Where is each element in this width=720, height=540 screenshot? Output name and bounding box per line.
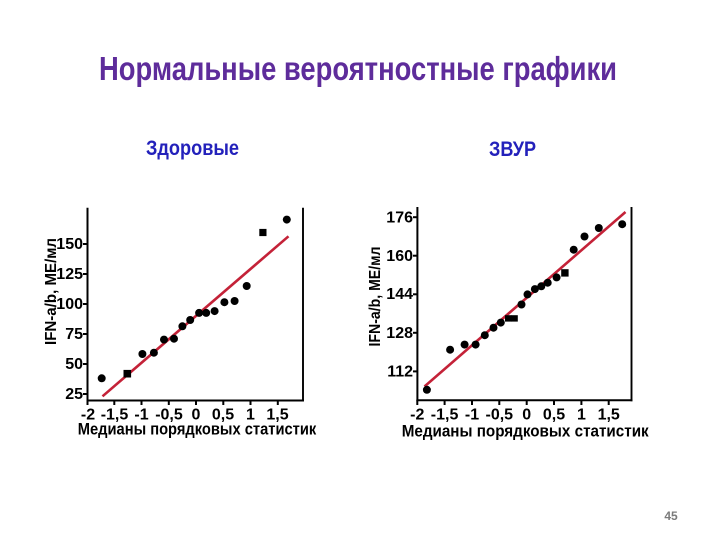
svg-text:Здоровые: Здоровые [146, 137, 239, 160]
svg-text:0: 0 [522, 407, 531, 424]
svg-text:176: 176 [386, 209, 413, 226]
svg-text:Медианы порядковых статистик: Медианы порядковых статистик [78, 421, 317, 439]
svg-text:128: 128 [386, 325, 413, 342]
svg-text:150: 150 [56, 236, 83, 253]
svg-text:-1,5: -1,5 [431, 407, 459, 424]
svg-text:0,5: 0,5 [543, 407, 565, 424]
svg-text:100: 100 [56, 296, 83, 313]
svg-text:125: 125 [56, 266, 83, 283]
svg-text:1,5: 1,5 [598, 407, 620, 424]
svg-text:45: 45 [664, 509, 678, 523]
svg-text:144: 144 [386, 286, 413, 303]
svg-text:0,5: 0,5 [212, 407, 234, 424]
svg-text:IFN-a/b, МЕ/мл: IFN-a/b, МЕ/мл [367, 247, 384, 347]
svg-text:-2: -2 [81, 407, 95, 424]
svg-text:0: 0 [192, 407, 201, 424]
svg-text:1: 1 [246, 407, 255, 424]
svg-text:-1: -1 [134, 407, 148, 424]
svg-text:160: 160 [386, 248, 413, 265]
svg-text:Медианы порядковых статистик: Медианы порядковых статистик [402, 422, 649, 441]
svg-text:1: 1 [577, 407, 586, 424]
svg-text:25: 25 [65, 386, 83, 403]
svg-text:IFN-a/b, МЕ/мл: IFN-a/b, МЕ/мл [43, 238, 60, 345]
svg-text:75: 75 [65, 326, 83, 343]
svg-text:-2: -2 [410, 407, 424, 424]
svg-text:-0,5: -0,5 [155, 407, 183, 424]
svg-text:-1: -1 [465, 407, 479, 424]
svg-text:-0,5: -0,5 [486, 407, 514, 424]
svg-text:Нормальные вероятностные графи: Нормальные вероятностные графики [99, 50, 617, 87]
svg-text:-1,5: -1,5 [101, 407, 129, 424]
svg-text:50: 50 [65, 356, 83, 373]
svg-text:1,5: 1,5 [266, 407, 288, 424]
svg-text:ЗВУР: ЗВУР [489, 138, 536, 161]
svg-text:112: 112 [387, 364, 413, 381]
